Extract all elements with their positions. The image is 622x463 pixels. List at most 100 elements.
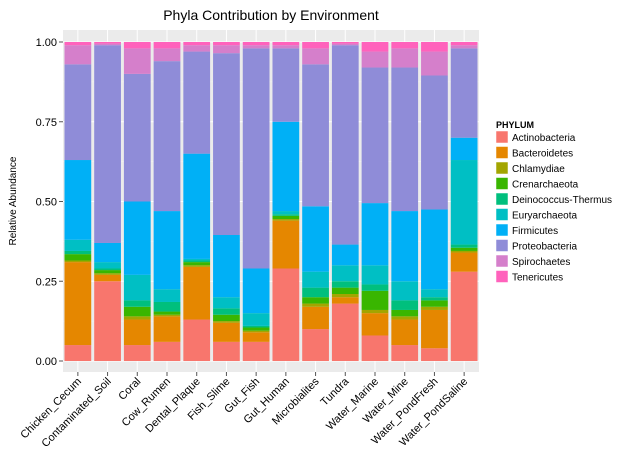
bar-segment <box>272 214 300 216</box>
bar-segment <box>331 45 359 245</box>
bar-segment <box>153 211 181 290</box>
bar-segment <box>153 316 181 342</box>
bar-segment <box>64 42 92 46</box>
bar-segment <box>450 160 478 245</box>
bar-segment <box>242 268 270 314</box>
legend-key <box>495 146 509 159</box>
bar-segment <box>272 121 300 212</box>
bar-segment <box>123 319 151 346</box>
bar-segment <box>421 309 448 349</box>
legend-key <box>495 192 509 206</box>
bar-segment <box>450 42 478 46</box>
bar-segment <box>450 250 478 253</box>
bar-segment <box>213 234 240 298</box>
bar-segment <box>153 289 181 302</box>
bar-segment <box>361 265 389 285</box>
bar-segment <box>213 341 240 361</box>
bar-segment <box>421 75 448 210</box>
bar-segment <box>361 290 389 310</box>
bar-segment <box>331 294 359 298</box>
bar-segment <box>153 311 181 315</box>
bar-segment <box>450 252 478 272</box>
bar-segment <box>391 67 419 212</box>
bar-segment <box>421 209 448 290</box>
legend-key <box>495 130 509 144</box>
bar-segment <box>64 262 92 346</box>
bar-segment <box>183 42 211 46</box>
bar-segment <box>331 297 359 304</box>
bar-segment <box>302 287 329 298</box>
bar-segment <box>183 266 211 320</box>
bar-segment <box>242 332 270 342</box>
legend-label: Deinococcus-Thermus <box>512 195 612 206</box>
bar-segment <box>183 51 211 154</box>
bar-segment <box>361 42 389 52</box>
bar-segment <box>391 319 419 346</box>
bar-segment <box>94 262 121 269</box>
bar-segment <box>331 43 359 46</box>
y-tick-label: 0.00 <box>36 356 57 368</box>
legend-key <box>495 208 509 221</box>
legend-key <box>495 177 509 190</box>
bar-segment <box>272 48 300 122</box>
bar-segment <box>213 321 240 323</box>
bar-segment <box>331 244 359 266</box>
bar-segment <box>302 64 329 207</box>
bar-segment <box>153 301 181 312</box>
bar-segment <box>272 268 300 361</box>
bar-segment <box>183 153 211 259</box>
bar-segment <box>242 45 270 49</box>
bar-segment <box>302 303 329 307</box>
bar-segment <box>213 297 240 309</box>
bar-segment <box>421 306 448 310</box>
bar-segment <box>391 316 419 320</box>
bar-segment <box>213 308 240 315</box>
legend-title: PHYLUM <box>496 120 534 130</box>
bar-segment <box>242 341 270 361</box>
bar-segment <box>272 220 300 269</box>
bar-segment <box>183 262 211 266</box>
legend-key <box>495 161 509 175</box>
x-tick-label: Coral <box>116 376 143 403</box>
bar-segment <box>153 42 181 49</box>
bar-segment <box>213 53 240 235</box>
legend-label: Euryarchaeota <box>512 211 577 222</box>
legend-label: Bacteroidetes <box>512 149 573 160</box>
bar-segment <box>242 48 270 269</box>
legend-key <box>495 239 509 252</box>
bar-segment <box>302 48 329 65</box>
bar-segment <box>94 42 121 44</box>
bar-segment <box>331 42 359 44</box>
bar-segment <box>94 274 121 282</box>
bar-segment <box>331 265 359 282</box>
legend-label: Actinobacteria <box>512 133 576 144</box>
bar-segment <box>361 203 389 266</box>
bar-segment <box>153 48 181 62</box>
bar-segment <box>94 45 121 243</box>
bar-segment <box>242 325 270 328</box>
bar-segment <box>123 42 151 49</box>
bar-segment <box>183 258 211 261</box>
bar-segment <box>302 306 329 330</box>
bar-segment <box>391 309 419 317</box>
chart-title: Phyla Contribution by Environment <box>163 7 379 23</box>
bar-segment <box>94 273 121 275</box>
bar-segment <box>213 42 240 46</box>
bar-segment <box>123 345 151 361</box>
bar-segment <box>421 289 448 298</box>
bar-segment <box>361 67 389 204</box>
bar-segment <box>123 316 151 320</box>
bar-segment <box>302 206 329 272</box>
bar-segment <box>153 61 181 212</box>
bar-segment <box>361 51 389 68</box>
legend-label: Chlamydiae <box>512 164 565 175</box>
bar-segment <box>331 287 359 295</box>
bar-segment <box>94 281 121 361</box>
bar-segment <box>421 42 448 52</box>
legend-label: Crenarchaeota <box>512 180 579 191</box>
y-tick-label: 1.00 <box>36 37 57 49</box>
bar-segment <box>272 42 300 46</box>
legend-key <box>495 270 509 283</box>
y-axis-label: Relative Abundance <box>8 156 19 245</box>
